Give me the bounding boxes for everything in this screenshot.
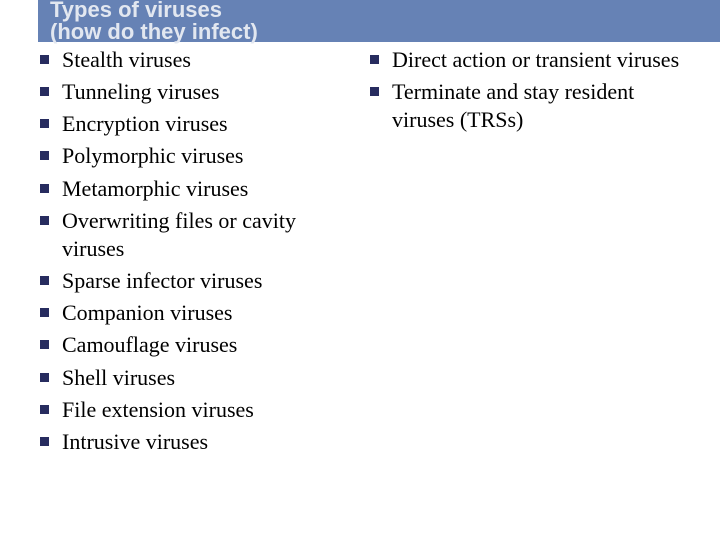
left-column: Stealth viruses Tunneling viruses Encryp… [0,42,360,540]
list-item: Encryption viruses [38,110,352,138]
right-column: Direct action or transient viruses Termi… [360,42,720,540]
list-item: Shell viruses [38,364,352,392]
list-item: Metamorphic viruses [38,175,352,203]
list-item: Sparse infector viruses [38,267,352,295]
list-item: Intrusive viruses [38,428,352,456]
list-item: File extension viruses [38,396,352,424]
left-bullet-list: Stealth viruses Tunneling viruses Encryp… [38,46,352,456]
slide-title-line-1: Types of viruses [50,0,720,21]
right-bullet-list: Direct action or transient viruses Termi… [368,46,700,134]
list-item: Companion viruses [38,299,352,327]
list-item: Polymorphic viruses [38,142,352,170]
list-item: Terminate and stay resident viruses (TRS… [368,78,700,134]
slide-title-band: Types of viruses (how do they infect) [38,0,720,42]
list-item: Stealth viruses [38,46,352,74]
list-item: Tunneling viruses [38,78,352,106]
slide-content: Stealth viruses Tunneling viruses Encryp… [0,42,720,540]
slide-title-line-2: (how do they infect) [50,21,720,43]
list-item: Camouflage viruses [38,331,352,359]
list-item: Overwriting files or cavity viruses [38,207,352,263]
list-item: Direct action or transient viruses [368,46,700,74]
